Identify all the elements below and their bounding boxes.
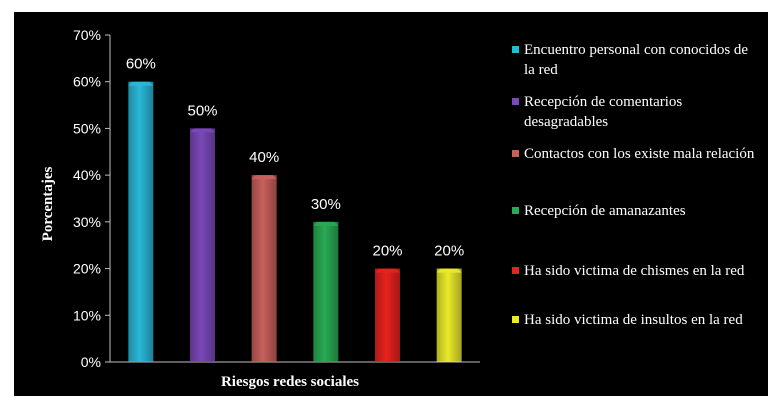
bar-cap xyxy=(436,268,462,273)
y-tick-label: 70% xyxy=(73,27,101,43)
legend-swatch xyxy=(512,150,519,157)
x-axis-label: Riesgos redes sociales xyxy=(221,374,359,390)
legend-label: Recepción de amanazantes xyxy=(524,203,686,219)
y-tick-label: 60% xyxy=(73,74,101,90)
data-label: 20% xyxy=(434,243,464,260)
legend-swatch xyxy=(512,207,519,214)
y-tick-label: 20% xyxy=(73,261,101,277)
bar xyxy=(375,268,400,362)
legend-label: Recepción de comentarios desagradables xyxy=(524,94,683,130)
legend-item: Encuentro personal con conocidos de la r… xyxy=(512,40,762,80)
legend-item: Ha sido victima de insultos en la red xyxy=(512,310,762,330)
y-tick-label: 50% xyxy=(73,120,101,136)
legend-swatch xyxy=(512,316,519,323)
legend-label: Ha sido victima de insultos en la red xyxy=(524,312,743,328)
legend-item: Recepción de amanazantes xyxy=(512,201,762,221)
y-tick-label: 0% xyxy=(81,354,101,370)
legend-swatch xyxy=(512,98,519,105)
bar-cap xyxy=(128,81,154,86)
legend-swatch xyxy=(512,46,519,53)
data-label: 40% xyxy=(249,149,279,166)
legend-label: Contactos con los existe mala relación xyxy=(524,146,755,162)
bar xyxy=(436,268,462,362)
bar xyxy=(190,128,215,362)
bar xyxy=(313,221,339,362)
bar-cap xyxy=(313,221,339,226)
bar xyxy=(251,175,277,362)
bar-cap xyxy=(251,175,277,180)
legend-label: Ha sido victima de chismes en la red xyxy=(524,263,745,279)
y-tick-label: 10% xyxy=(73,307,101,323)
legend-label: Encuentro personal con conocidos de la r… xyxy=(524,42,749,78)
legend-item: Contactos con los existe mala relación xyxy=(512,144,762,164)
data-label: 20% xyxy=(372,243,402,260)
data-label: 30% xyxy=(311,196,341,213)
data-label: 50% xyxy=(187,102,217,119)
legend-swatch xyxy=(512,267,519,274)
y-tick-label: 40% xyxy=(73,167,101,183)
data-label: 60% xyxy=(126,56,156,73)
bar-cap xyxy=(190,128,215,133)
y-axis-label: Porcentajes xyxy=(40,166,56,241)
bar xyxy=(128,81,154,362)
bar-cap xyxy=(375,268,400,273)
legend-item: Recepción de comentarios desagradables xyxy=(512,92,762,132)
legend-item: Ha sido victima de chismes en la red xyxy=(512,261,762,281)
y-tick-label: 30% xyxy=(73,214,101,230)
